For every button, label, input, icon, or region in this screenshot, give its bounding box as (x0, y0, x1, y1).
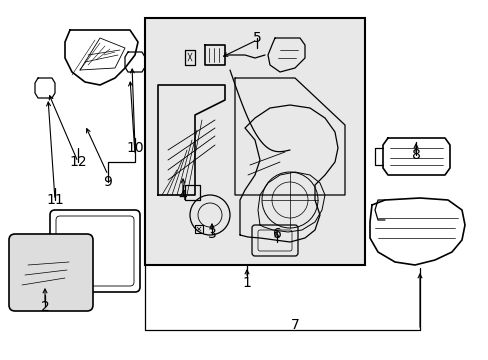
Text: 10: 10 (126, 141, 143, 155)
Text: 3: 3 (207, 227, 216, 241)
Text: 4: 4 (178, 189, 187, 203)
Text: 11: 11 (46, 193, 64, 207)
Bar (145, 18, 364, 265)
Text: 6: 6 (272, 227, 281, 241)
Text: 7: 7 (290, 318, 299, 332)
Text: 9: 9 (103, 175, 112, 189)
Text: 5: 5 (252, 31, 261, 45)
Text: 1: 1 (242, 276, 251, 290)
Text: 8: 8 (411, 148, 420, 162)
Text: 2: 2 (41, 300, 49, 314)
FancyBboxPatch shape (9, 234, 93, 311)
Text: 12: 12 (69, 155, 87, 169)
